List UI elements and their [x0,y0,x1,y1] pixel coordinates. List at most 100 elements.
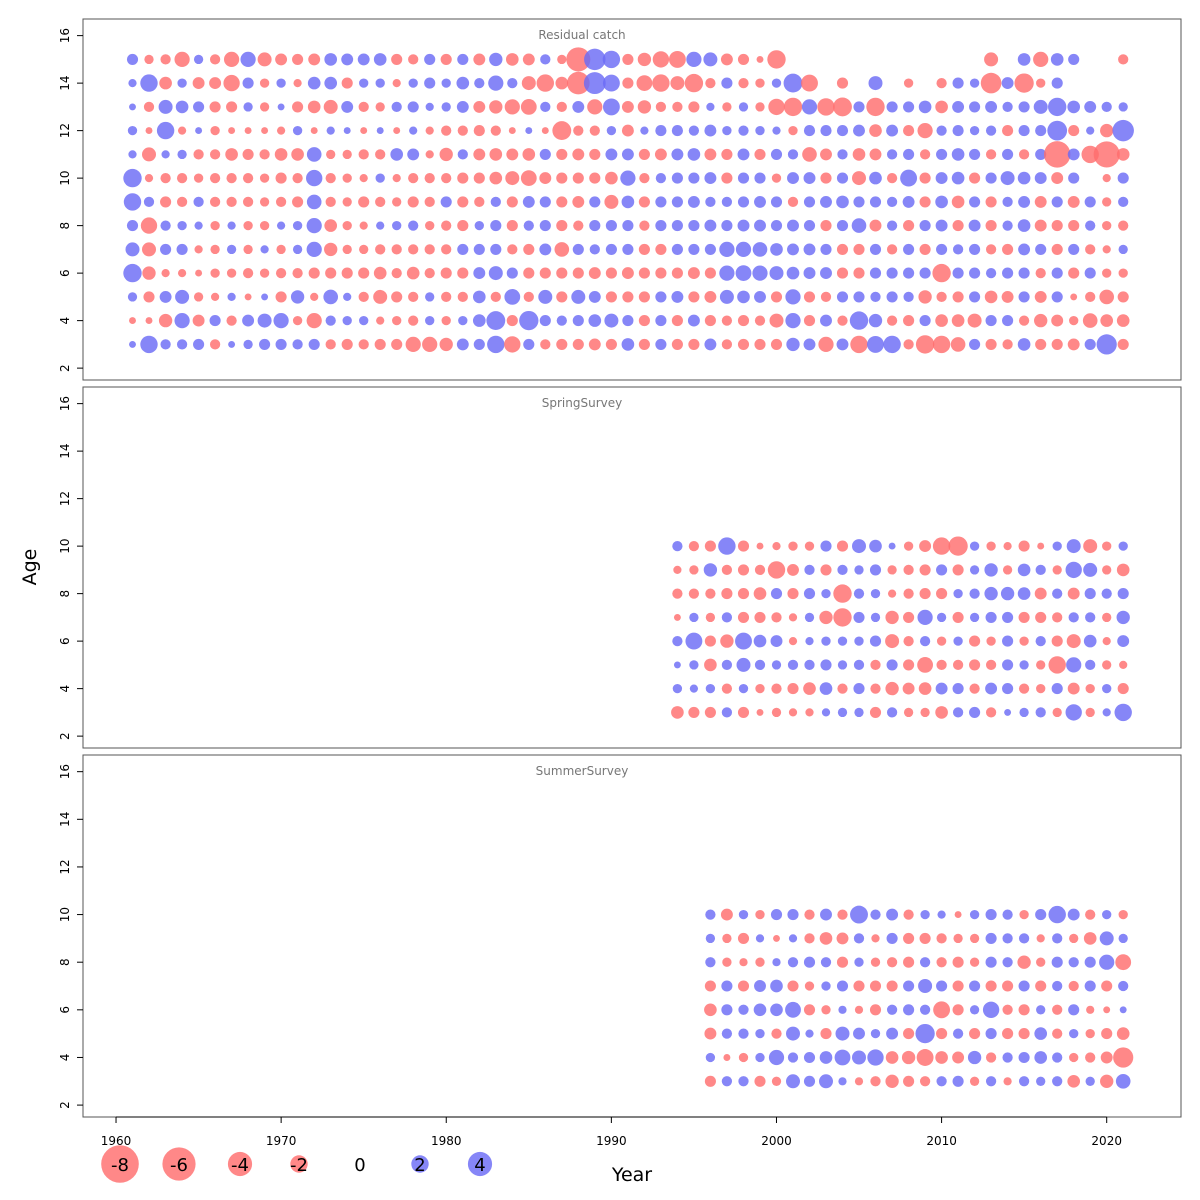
bubble-positive [705,683,716,694]
bubble-positive [903,291,914,303]
bubble-negative [177,126,187,135]
bubble-negative [1085,1052,1096,1063]
bubble-positive [705,909,716,920]
bubble-positive [539,148,551,160]
bubble-negative [836,932,849,945]
bubble-positive [787,659,799,671]
panel-title: SpringSurvey [542,396,622,410]
bubble-positive [770,243,783,256]
bubble-positive [472,290,486,304]
bubble-positive [936,148,948,160]
bubble-positive [490,243,502,255]
bubble-negative [310,292,319,302]
bubble-positive [836,195,849,209]
bubble-negative [439,337,453,352]
bubble-positive [177,78,187,88]
bubble-positive [324,53,338,66]
bubble-negative [803,1004,816,1016]
bubble-negative [406,266,420,280]
y-tick-label: 14 [58,812,72,827]
bubble-positive [175,289,190,304]
bubble-negative [803,315,816,327]
bubble-negative [1117,291,1129,303]
bubble-positive [126,53,139,65]
bubble-negative [425,126,434,135]
bubble-positive [853,196,865,208]
y-tick-label: 2 [58,364,72,372]
bubble-positive [903,243,915,255]
bubble-positive [754,172,766,184]
bubble-negative [1093,141,1120,168]
bubble-positive [307,76,321,90]
x-tick-label: 2010 [926,1134,957,1148]
bubble-positive [1019,660,1029,670]
bubble-positive [1067,908,1080,921]
bubble-positive [968,219,981,232]
bubble-positive [1048,905,1066,924]
bubble-positive [886,101,898,113]
bubble-positive [785,289,801,305]
y-tick-label: 8 [58,590,72,598]
bubble-positive [655,338,667,350]
bubble-positive [1117,588,1129,600]
bubble-positive [1117,635,1130,648]
bubble-negative [373,289,388,304]
bubble-positive [1052,933,1063,944]
bubble-positive [838,1077,847,1086]
bubble-positive [441,102,451,112]
bubble-negative [588,267,601,280]
bubble-negative [1002,1028,1014,1040]
bubble-positive [174,312,190,329]
bubble-negative [225,148,238,161]
bubble-positive [671,172,683,184]
bubble-positive [1052,541,1062,551]
bubble-negative [440,267,452,279]
bubble-negative [969,1028,981,1040]
bubble-positive [522,195,535,208]
bubble-positive [1051,267,1063,279]
bubble-positive [472,314,486,327]
bubble-negative [1069,933,1079,944]
bubble-positive [292,339,303,350]
bubble-negative [771,173,782,183]
bubble-positive [820,195,832,208]
bubble-negative [1034,290,1047,303]
bubble-negative [261,127,269,135]
bubble-negative [440,53,452,65]
bubble-negative [143,291,155,303]
bubble-negative [985,196,997,208]
bubble-negative [1002,339,1013,350]
bubble-negative [341,267,353,279]
bubble-positive [803,172,816,185]
bubble-negative [541,127,549,135]
bubble-negative [489,100,503,114]
bubble-negative [556,148,568,160]
bubble-positive [868,313,883,328]
bubble-positive [853,101,865,113]
bubble-negative [804,541,815,551]
bubble-positive [721,1076,733,1087]
bubble-negative [1017,955,1031,969]
bubble-negative [374,338,386,350]
bubble-negative [1036,934,1045,943]
bubble-positive [738,1004,749,1015]
bubble-negative [655,243,667,255]
bubble-positive [655,125,667,137]
bubble-negative [787,196,799,208]
bubble-negative [833,97,852,117]
bubble-positive [770,588,783,600]
bubble-positive [343,292,352,302]
bubble-negative [722,933,732,944]
bubble-positive [160,243,172,255]
bubble-negative [932,335,951,354]
bubble-positive [572,243,584,255]
bubble-negative [869,1004,882,1016]
bubble-positive [1018,1076,1030,1087]
bubble-positive [768,1049,785,1066]
bubble-positive [1018,933,1030,944]
bubble-negative [652,74,670,92]
bubble-positive [292,220,303,231]
bubble-positive [1034,1051,1048,1064]
bubble-positive [523,338,535,350]
bubble-negative [821,1005,831,1015]
